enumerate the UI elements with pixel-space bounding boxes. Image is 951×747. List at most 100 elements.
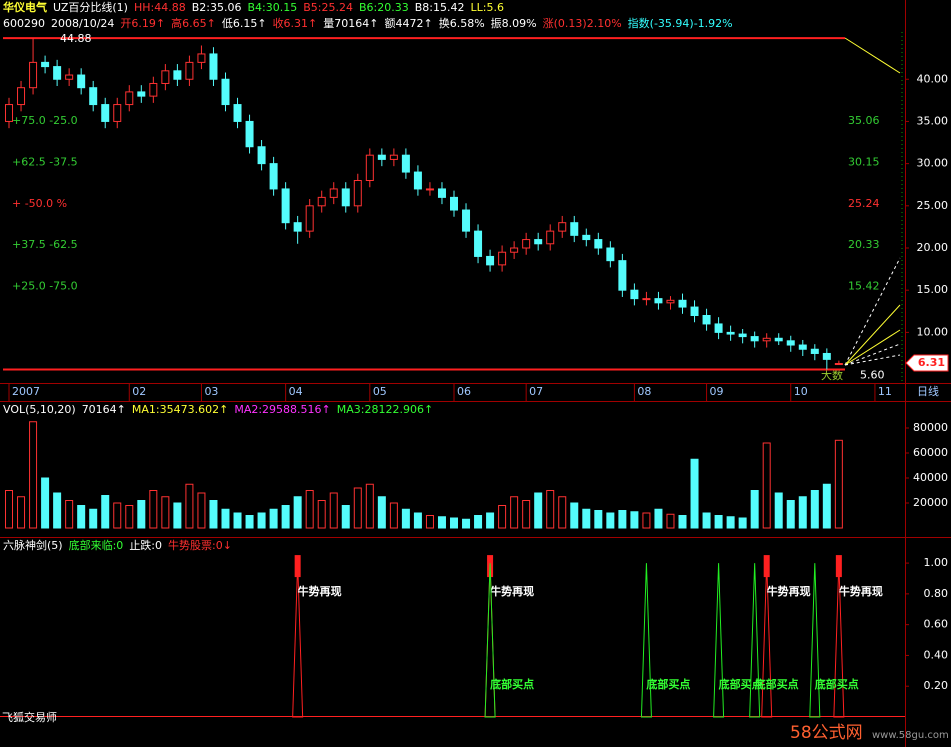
candle-body (798, 344, 807, 350)
quote-item: 量70164↑ (323, 17, 379, 30)
candle-body (401, 154, 410, 173)
candle-body (498, 251, 507, 266)
candle-body (269, 163, 278, 190)
volume-bar (666, 513, 675, 529)
volume-bar (678, 515, 687, 529)
legend-item: 底部来临:0 (68, 539, 124, 552)
volume-bar (546, 490, 555, 529)
candle-body (702, 315, 711, 325)
y-tick-label: 0.60 (924, 618, 949, 631)
level-left-label: +75.0 -25.0 (12, 114, 78, 127)
volume-bar (329, 492, 338, 529)
candle-body (714, 323, 723, 333)
volume-bar (173, 502, 182, 529)
candle-body (41, 61, 50, 68)
volume-bar (570, 502, 579, 529)
volume-bar (209, 500, 218, 529)
candle-body (5, 104, 14, 122)
y-tick-label: 0.20 (924, 679, 949, 692)
level-right-label: 20.33 (848, 238, 880, 251)
volume-bar (65, 500, 74, 529)
candle-body (474, 230, 483, 257)
volume-bar (245, 515, 254, 529)
volume-bar (89, 508, 98, 529)
volume-bar (630, 511, 639, 529)
volume-bar (29, 421, 38, 529)
candle-body (53, 66, 62, 80)
watermark-brand: 58公式网 (790, 723, 863, 743)
candle-body (510, 247, 519, 253)
signal-spike (833, 563, 845, 718)
volume-bar (714, 515, 723, 529)
signal-label: 牛势再现 (490, 584, 534, 598)
indicator-header: 六脉神剑(5) 底部来临:0 止跌:0 牛势股票:0↓ (3, 539, 232, 553)
volume-bar (642, 512, 651, 529)
projection-line (844, 329, 901, 366)
volume-bar (486, 512, 495, 529)
volume-bar (594, 510, 603, 529)
candle-body (161, 70, 170, 84)
volume-title: VOL(5,10,20) (3, 403, 76, 416)
volume-bar (113, 502, 122, 529)
candle-body (377, 154, 386, 160)
candle-body (774, 337, 783, 342)
signal-label: 牛势再现 (839, 584, 883, 598)
candle-body (101, 104, 110, 122)
candle-body (786, 340, 795, 346)
candle-body (834, 363, 843, 366)
signal-spike (713, 563, 725, 718)
quote-item: 涨(0.13)2.10% (542, 17, 622, 30)
volume-bar (185, 483, 194, 529)
quote-item: 指数(-35.94)-1.92% (627, 17, 733, 30)
y-tick-label: 30.00 (917, 157, 949, 170)
annotation: 大数 (821, 368, 843, 382)
stock-name: 华仪电气 (3, 1, 47, 14)
volume-bar (305, 490, 314, 529)
level-stat: B6:20.33 (358, 1, 409, 14)
candle-body (293, 222, 302, 232)
level-stat: B5:25.24 (303, 1, 353, 14)
projection (844, 37, 901, 366)
x-tick-label: 03 (204, 385, 218, 398)
quote-item: 2008/10/24 (51, 17, 115, 30)
volume-bar (450, 517, 458, 529)
legend-item: 牛势股票:0↓ (168, 539, 232, 552)
volume-bar (834, 439, 843, 529)
quote-item: 振8.09% (490, 17, 537, 30)
candle-body (413, 171, 422, 190)
candle-body (257, 146, 266, 165)
ll-label: 5.60 (860, 369, 885, 382)
volume-bar (317, 500, 326, 529)
volume-bar (161, 496, 170, 529)
volume-bar (654, 508, 663, 529)
quote-item: 600290 (3, 17, 45, 30)
level-left-label: + -50.0 % (12, 197, 67, 210)
volume-bar (462, 518, 471, 529)
title-row: 华仪电气 UZ百分比线(1) HH:44.88 B2:35.06 B4:30.15 B… (3, 1, 504, 15)
volume-bar (437, 516, 446, 529)
volume-bar (77, 505, 86, 529)
x-tick-label: 06 (457, 385, 471, 398)
x-tick-label: 11 (878, 385, 892, 398)
candle-body (738, 333, 747, 338)
x-tick-label: 08 (637, 385, 651, 398)
candle-body (570, 222, 579, 236)
y-tick-label: 60000 (913, 446, 948, 459)
signal-flag (294, 555, 301, 578)
candle-body (822, 352, 831, 360)
y-tick-label: 40000 (913, 471, 948, 484)
candle-body (365, 154, 374, 181)
candle-body (582, 234, 591, 241)
volume-bar (534, 492, 543, 529)
level-left-label: +25.0 -75.0 (12, 280, 78, 293)
candle-body (534, 239, 543, 245)
candle-body (630, 289, 639, 300)
candle-body (185, 61, 194, 80)
x-tick-label: 04 (289, 385, 303, 398)
signal-spike (292, 563, 304, 718)
volume-bar (149, 490, 158, 529)
y-tick-label: 0.80 (924, 587, 949, 600)
candle-body (486, 255, 495, 266)
projection-line (844, 257, 901, 366)
